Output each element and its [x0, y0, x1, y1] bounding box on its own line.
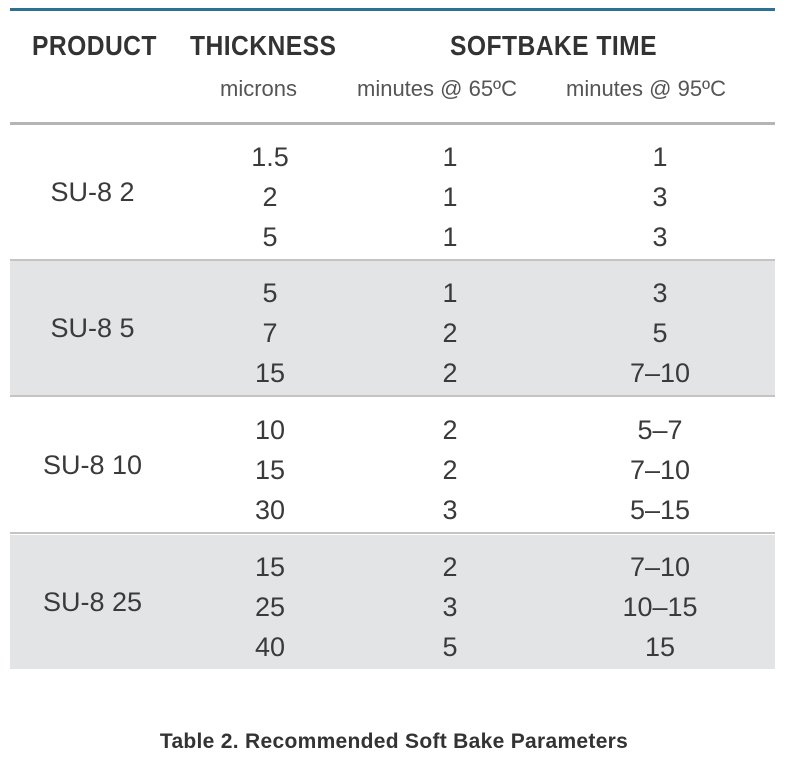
header-unit-95c: minutes @ 95ºC — [566, 76, 726, 101]
softbake-95c-cell: 5–7 — [637, 415, 683, 445]
product-name: SU-8 10 — [42, 450, 143, 480]
product-group: SU-8 25 15 2 7–10 25 3 10–15 40 5 15 — [10, 535, 775, 669]
product-group: SU-8 5 5 1 3 7 2 5 15 2 7–10 — [10, 261, 775, 395]
product-name: SU-8 25 — [42, 587, 143, 617]
thickness-cell: 5 — [262, 278, 278, 308]
softbake-65c-cell: 1 — [442, 142, 458, 172]
softbake-65c-cell: 2 — [442, 358, 458, 388]
softbake-95c-cell: 1 — [652, 142, 668, 172]
table-row: 1.5 1 1 — [10, 137, 775, 177]
softbake-65c-cell: 3 — [442, 592, 458, 622]
table-row: 15 2 7–10 — [10, 450, 775, 490]
table-row: 7 2 5 — [10, 313, 775, 353]
softbake-95c-cell: 3 — [652, 222, 668, 252]
table-row: 5 1 3 — [10, 273, 775, 313]
softbake-95c-cell: 5–15 — [629, 495, 691, 525]
softbake-95c-cell: 10–15 — [622, 592, 698, 622]
header-product: PRODUCT — [32, 30, 157, 61]
softbake-65c-cell: 2 — [442, 318, 458, 348]
thickness-cell: 1.5 — [251, 142, 289, 172]
softbake-65c-cell: 2 — [442, 552, 458, 582]
thickness-cell: 25 — [254, 592, 286, 622]
thickness-cell: 40 — [254, 632, 286, 662]
header-rule — [10, 122, 775, 125]
thickness-cell: 15 — [254, 552, 286, 582]
table-row: 15 2 7–10 — [10, 353, 775, 393]
softbake-65c-cell: 1 — [442, 278, 458, 308]
product-group: SU-8 10 10 2 5–7 15 2 7–10 30 3 5–15 — [10, 398, 775, 532]
thickness-cell: 15 — [254, 455, 286, 485]
softbake-95c-cell: 7–10 — [629, 455, 691, 485]
table-row: 40 5 15 — [10, 627, 775, 667]
table-row: 15 2 7–10 — [10, 547, 775, 587]
table-header: PRODUCT THICKNESS SOFTBAKE TIME microns … — [10, 12, 775, 122]
header-thickness: THICKNESS — [190, 30, 337, 61]
header-softbake-time: SOFTBAKE TIME — [450, 30, 657, 61]
thickness-cell: 15 — [254, 358, 286, 388]
thickness-cell: 30 — [254, 495, 286, 525]
softbake-65c-cell: 2 — [442, 415, 458, 445]
product-group: SU-8 2 1.5 1 1 2 1 3 5 1 3 — [10, 125, 775, 259]
group-separator — [10, 259, 775, 261]
thickness-cell: 10 — [254, 415, 286, 445]
softbake-95c-cell: 5 — [652, 318, 668, 348]
table-caption: Table 2. Recommended Soft Bake Parameter… — [159, 730, 629, 753]
group-separator — [10, 532, 775, 534]
table-row: 10 2 5–7 — [10, 410, 775, 450]
thickness-cell: 5 — [262, 222, 278, 252]
table-row: 30 3 5–15 — [10, 490, 775, 530]
softbake-95c-cell: 3 — [652, 278, 668, 308]
softbake-95c-cell: 3 — [652, 182, 668, 212]
softbake-65c-cell: 3 — [442, 495, 458, 525]
thickness-cell: 7 — [262, 318, 278, 348]
thickness-cell: 2 — [262, 182, 278, 212]
softbake-65c-cell: 1 — [442, 222, 458, 252]
softbake-65c-cell: 5 — [442, 632, 458, 662]
softbake-65c-cell: 1 — [442, 182, 458, 212]
header-unit-65c: minutes @ 65ºC — [357, 76, 517, 101]
top-rule — [10, 8, 775, 11]
table-row: 25 3 10–15 — [10, 587, 775, 627]
header-thickness-unit: microns — [220, 76, 298, 101]
group-separator — [10, 395, 775, 397]
table-row: 2 1 3 — [10, 177, 775, 217]
product-name: SU-8 2 — [50, 177, 135, 207]
softbake-65c-cell: 2 — [442, 455, 458, 485]
softbake-95c-cell: 15 — [644, 632, 676, 662]
softbake-95c-cell: 7–10 — [629, 552, 691, 582]
table-row: 5 1 3 — [10, 217, 775, 257]
product-name: SU-8 5 — [50, 313, 135, 343]
softbake-95c-cell: 7–10 — [629, 358, 691, 388]
